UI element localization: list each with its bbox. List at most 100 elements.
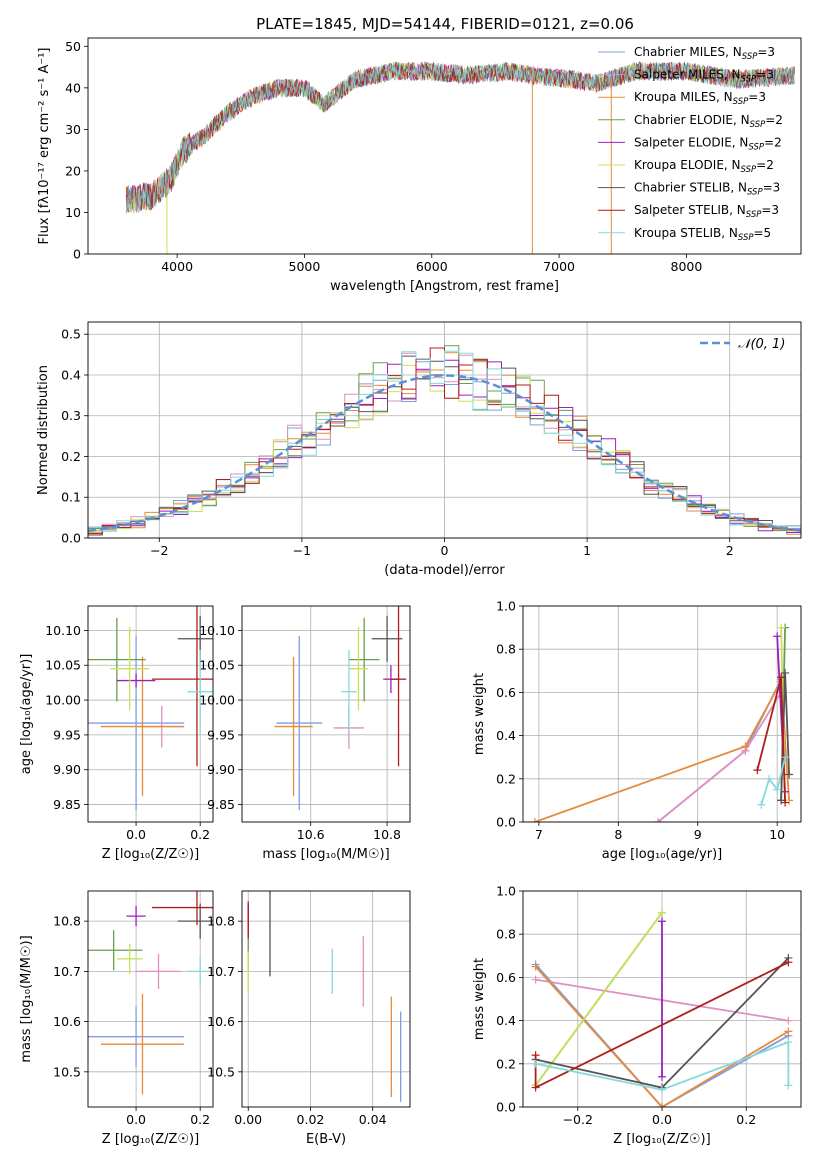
y-tick-label: 10.05 — [199, 658, 235, 673]
data-point-marker — [658, 1103, 666, 1107]
data-point-marker — [658, 917, 666, 926]
plot-frame — [241, 890, 411, 1108]
y-tick-label: 0.6 — [496, 970, 516, 985]
x-axis-label: E(B-V) — [306, 1132, 346, 1147]
legend-label: Kroupa STELIB, NSSP=5 — [634, 226, 771, 243]
histograms — [88, 345, 801, 536]
y-tick-label: 10.7 — [207, 964, 235, 979]
age_vs_mass-points — [274, 606, 407, 811]
data-point-marker — [784, 1027, 793, 1036]
spectrum-axes: 4000 5000 6000 7000 8000 0 10 20 30 40 50 wavelengt… — [37, 37, 802, 294]
data-point-marker — [785, 770, 794, 779]
errorbar-kroupa-miles — [100, 656, 185, 797]
data-point-marker — [531, 1051, 540, 1060]
data-point-marker — [531, 975, 540, 984]
data-point-marker — [530, 818, 539, 822]
legend-label: Salpeter ELODIE, NSSP=2 — [634, 135, 782, 152]
series-line-kroupa-elodie — [534, 912, 663, 1086]
x-tick-label: 7 — [535, 827, 543, 842]
data-point-marker — [531, 962, 540, 971]
data-point-marker — [757, 800, 766, 809]
data-point-marker — [777, 623, 786, 632]
errorbar-salpeter-miles — [136, 953, 181, 989]
x-tick-label: 5000 — [289, 259, 321, 274]
weight_vs_Z-axes: −0.2 0.0 0.2 0.0 0.2 0.4 0.6 0.8 1.0 Z [log₁₀(Z/Z… — [472, 884, 802, 1147]
y-tick-label: 0.8 — [496, 642, 516, 657]
errorbar-chabrier-miles — [276, 635, 323, 811]
weight_vs_Z-lines — [531, 908, 793, 1107]
x-tick-label: 0.04 — [359, 1112, 387, 1127]
weight_vs_age-lines — [530, 623, 794, 822]
y-tick-label: 10.05 — [45, 658, 81, 673]
y-tick-label: 30 — [65, 122, 81, 137]
y-tick-label: 0.2 — [496, 771, 516, 786]
series-line-kroupa-stelib — [760, 756, 786, 805]
x-tick-label: −1 — [293, 543, 311, 558]
data-point-marker — [658, 1072, 666, 1081]
spectrum-line-kroupa-stelib — [125, 61, 795, 213]
x-tick-label: 0.02 — [297, 1112, 325, 1127]
y-tick-label: 1.0 — [496, 599, 516, 614]
data-point-marker — [777, 673, 786, 682]
y-tick-label: 0.6 — [496, 685, 516, 700]
y-tick-label: 10.6 — [207, 1014, 235, 1029]
y-tick-label: 0.4 — [61, 367, 81, 382]
y-tick-label: 9.85 — [207, 797, 235, 812]
y-axis-label: age [log₁₀(age/yr)] — [19, 654, 34, 775]
y-tick-label: 10.10 — [45, 623, 81, 638]
y-tick-label: 1.0 — [496, 884, 516, 899]
y-tick-label: 50 — [65, 39, 81, 54]
errorbar-kroupa-stelib — [187, 956, 213, 987]
legend-label: 𝒩(0, 1) — [738, 337, 785, 352]
x-tick-label: 8 — [614, 827, 622, 842]
mass_vs_ebv-points — [247, 891, 402, 1102]
errorbar-chabrier-stelib — [371, 615, 403, 662]
y-tick-label: 0.3 — [61, 408, 81, 423]
y-tick-label: 0.0 — [496, 815, 516, 830]
figure-title: PLATE=1845, MJD=54144, FIBERID=0121, z=0… — [256, 15, 634, 33]
y-tick-label: 10.8 — [53, 914, 81, 929]
errorbar-chabrier-miles — [88, 1006, 185, 1067]
x-tick-label: 0.2 — [190, 1112, 210, 1127]
x-tick-label: 0.2 — [190, 827, 210, 842]
x-tick-label: 0.0 — [126, 1112, 146, 1127]
x-axis-label: Z [log₁₀(Z/Z☉)] — [102, 1132, 199, 1147]
errorbar-kroupa-miles — [274, 656, 313, 797]
data-point-marker — [784, 958, 793, 967]
y-axis-label: mass weight — [472, 673, 487, 755]
data-point-marker — [753, 766, 762, 775]
series-line-salpeter-miles — [657, 689, 786, 822]
errorbar-kroupa-elodie — [348, 626, 368, 711]
legend-label: Kroupa ELODIE, NSSP=2 — [634, 158, 774, 175]
weight_vs_age-axes: 7 8 9 10 0.0 0.2 0.4 0.6 0.8 1.0 age [log₁₀(age/yr… — [472, 599, 802, 862]
plot-frame — [241, 605, 411, 823]
y-tick-label: 10 — [65, 205, 81, 220]
x-axis-label: wavelength [Angstrom, rest frame] — [330, 279, 559, 294]
age_vs_Z-points — [88, 606, 213, 811]
series-line-kroupa-miles — [534, 965, 789, 1107]
y-tick-label: 0.4 — [496, 1013, 516, 1028]
y-tick-label: 0 — [73, 247, 81, 262]
legend-label: Chabrier ELODIE, NSSP=2 — [634, 113, 783, 130]
y-tick-label: 10.00 — [45, 693, 81, 708]
y-tick-label: 40 — [65, 80, 81, 95]
x-tick-label: −2 — [150, 543, 168, 558]
y-tick-label: 9.95 — [207, 727, 235, 742]
y-tick-label: 10.6 — [53, 1014, 81, 1029]
x-axis-label: (data-model)/error — [384, 563, 505, 578]
data-point-marker — [654, 818, 663, 822]
y-tick-label: 0.0 — [496, 1100, 516, 1115]
x-tick-label: 0.00 — [234, 1112, 262, 1127]
normal-reference-curve — [88, 374, 801, 533]
x-axis-label: age [log₁₀(age/yr)] — [602, 847, 723, 862]
x-tick-label: 10.8 — [373, 827, 401, 842]
x-tick-label: 1 — [583, 543, 591, 558]
mass_vs_Z-points — [88, 891, 213, 1095]
series-line-kroupa-miles — [534, 678, 790, 822]
data-point-marker — [773, 632, 782, 641]
x-tick-label: −0.2 — [563, 1112, 593, 1127]
plot-frame — [87, 321, 802, 539]
y-tick-label: 0.2 — [496, 1056, 516, 1071]
y-axis-label: Normed distribution — [36, 365, 51, 495]
x-tick-label: 8000 — [671, 259, 703, 274]
